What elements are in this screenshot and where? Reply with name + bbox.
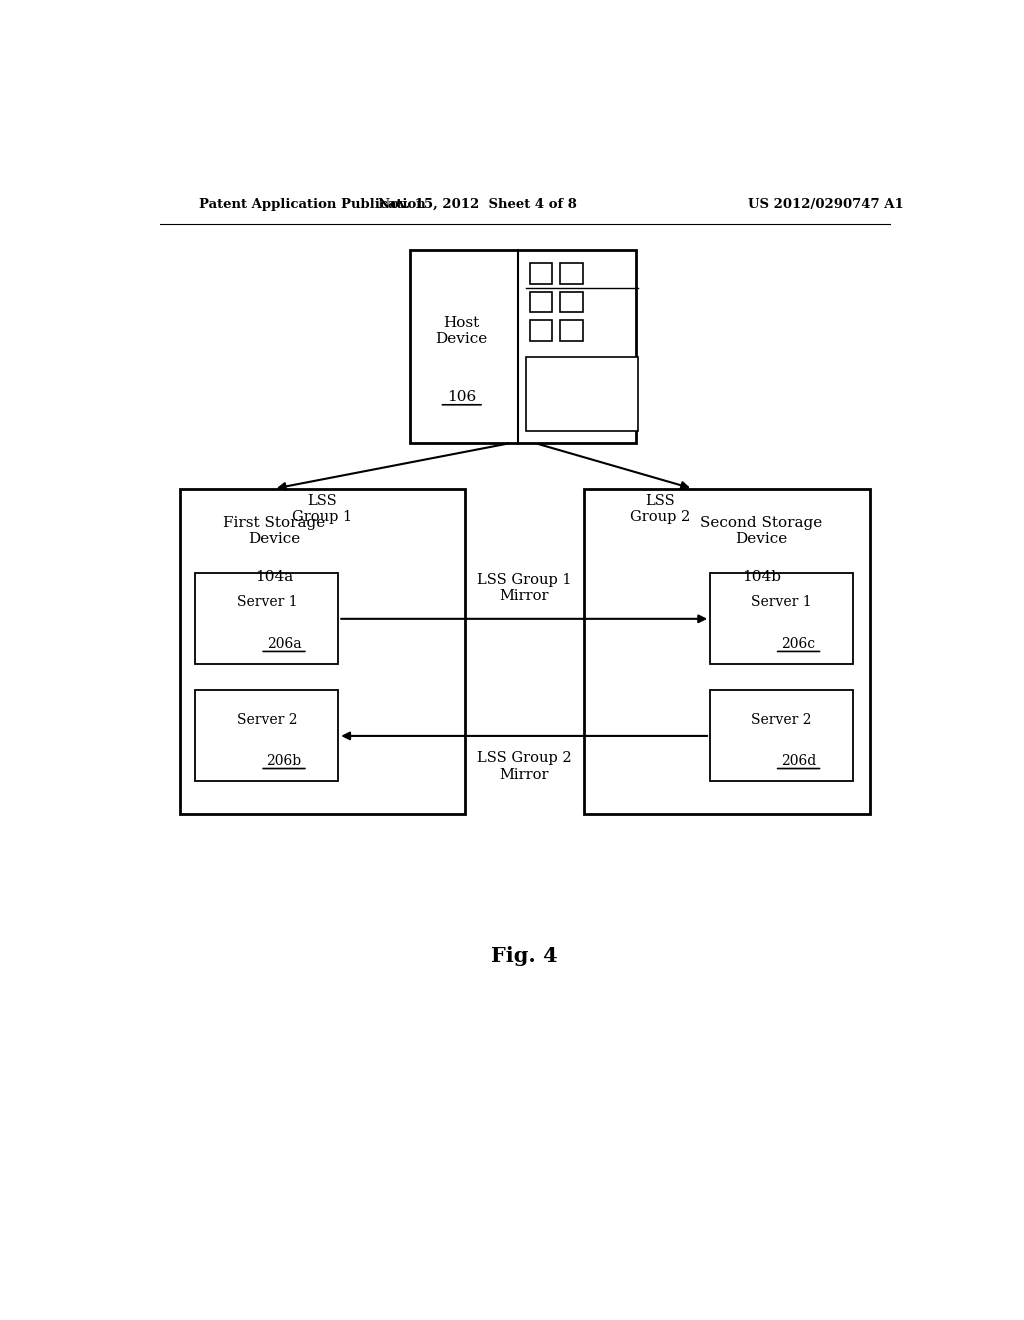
Text: LSS Group 2
Mirror: LSS Group 2 Mirror: [477, 751, 571, 781]
FancyBboxPatch shape: [585, 488, 870, 814]
Text: 104b: 104b: [742, 569, 781, 583]
Text: LSS
Group 2: LSS Group 2: [630, 494, 690, 524]
FancyBboxPatch shape: [410, 249, 636, 444]
Text: 206c: 206c: [781, 638, 816, 651]
Text: US 2012/0290747 A1: US 2012/0290747 A1: [749, 198, 904, 211]
Text: 206b: 206b: [266, 755, 302, 768]
Text: Server 2: Server 2: [237, 713, 297, 726]
Text: Fig. 4: Fig. 4: [492, 946, 558, 966]
FancyBboxPatch shape: [530, 292, 552, 313]
FancyBboxPatch shape: [196, 573, 338, 664]
Text: 206a: 206a: [266, 638, 301, 651]
Text: LSS
Group 1: LSS Group 1: [293, 494, 352, 524]
Text: First Storage
Device: First Storage Device: [223, 516, 325, 546]
Text: Nov. 15, 2012  Sheet 4 of 8: Nov. 15, 2012 Sheet 4 of 8: [378, 198, 577, 211]
FancyBboxPatch shape: [710, 573, 853, 664]
Text: Server 2: Server 2: [752, 713, 812, 726]
FancyBboxPatch shape: [196, 690, 338, 781]
Text: 106: 106: [447, 389, 476, 404]
FancyBboxPatch shape: [560, 292, 583, 313]
Text: Host
Device: Host Device: [435, 315, 487, 346]
FancyBboxPatch shape: [710, 690, 853, 781]
Text: Server 1: Server 1: [752, 595, 812, 610]
Text: 206d: 206d: [781, 755, 816, 768]
Text: Second Storage
Device: Second Storage Device: [700, 516, 822, 546]
Text: LSS Group 1
Mirror: LSS Group 1 Mirror: [477, 573, 571, 603]
FancyBboxPatch shape: [530, 321, 552, 341]
FancyBboxPatch shape: [526, 358, 638, 430]
Text: 104a: 104a: [255, 569, 293, 583]
Text: Patent Application Publication: Patent Application Publication: [200, 198, 426, 211]
FancyBboxPatch shape: [179, 488, 465, 814]
FancyBboxPatch shape: [560, 321, 583, 341]
FancyBboxPatch shape: [530, 264, 552, 284]
FancyBboxPatch shape: [560, 264, 583, 284]
Text: Server 1: Server 1: [237, 595, 297, 610]
